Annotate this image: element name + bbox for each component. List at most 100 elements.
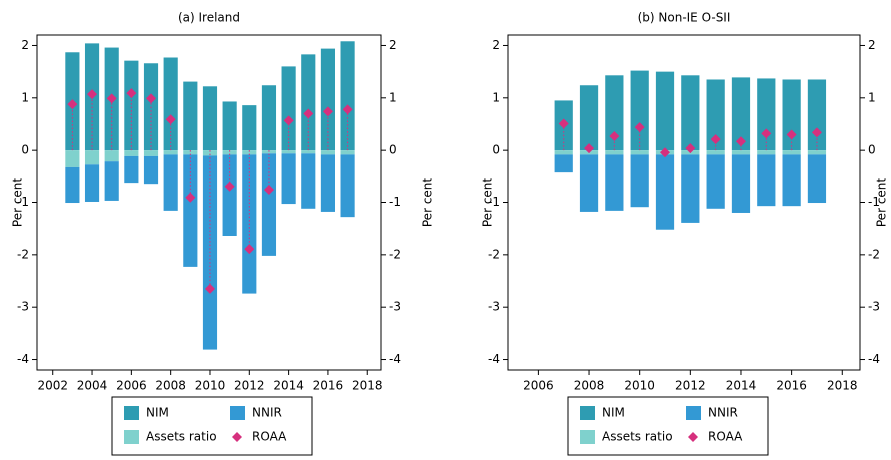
bar-segment xyxy=(320,150,336,155)
roaa-marker xyxy=(634,122,645,133)
y2-tick-label: -1 xyxy=(868,195,880,209)
y-tick-label: 0 xyxy=(492,143,500,157)
bar-segment xyxy=(554,150,573,155)
bar-segment xyxy=(605,154,624,211)
legend-swatch xyxy=(686,406,701,420)
roaa-marker xyxy=(660,147,671,158)
x-tick-label: 2012 xyxy=(234,379,265,393)
roaa-marker xyxy=(126,88,137,99)
y-tick-label: -2 xyxy=(488,247,500,261)
x-tick-label: 2014 xyxy=(273,379,304,393)
roaa-marker xyxy=(106,93,117,104)
legend-frame xyxy=(567,396,769,456)
legend-swatch xyxy=(580,406,595,420)
roaa-marker xyxy=(224,181,235,192)
y-tick-label: 1 xyxy=(21,90,29,104)
y-tick-label: -2 xyxy=(17,247,29,261)
roaa-marker xyxy=(761,128,772,139)
bar-segment xyxy=(807,154,827,204)
roaa-marker xyxy=(185,192,196,203)
bar-segment xyxy=(202,86,218,151)
y2-tick-label: -3 xyxy=(389,300,401,314)
legend-swatch xyxy=(230,406,245,420)
roaa-marker xyxy=(244,244,255,255)
bar-segment xyxy=(281,150,296,154)
y2-tick-label: 1 xyxy=(868,90,876,104)
bar-segment xyxy=(655,71,675,151)
roaa-marker xyxy=(67,99,78,110)
bar-segment xyxy=(782,150,801,155)
bar-segment xyxy=(183,154,198,267)
bar-segment xyxy=(222,154,237,236)
bar-segment xyxy=(757,154,776,207)
y-tick-label: -3 xyxy=(17,300,29,314)
bar-segment xyxy=(222,101,237,151)
bar-segment xyxy=(242,105,257,151)
bar-segment xyxy=(202,150,218,156)
bar-segment xyxy=(731,150,751,155)
roaa-marker xyxy=(685,143,696,154)
bar-segment xyxy=(731,77,751,151)
chart-title: (b) Non-IE O-SII xyxy=(638,11,731,25)
bar-segment xyxy=(630,70,649,151)
roaa-marker xyxy=(322,106,333,117)
roaa-marker xyxy=(558,118,569,129)
roaa-marker xyxy=(263,184,274,195)
y-tick-label: 1 xyxy=(492,90,500,104)
bar-segment xyxy=(320,154,336,212)
x-tick-label: 2012 xyxy=(675,379,706,393)
y-axis-label: Per cent xyxy=(11,178,25,228)
bar-segment xyxy=(281,153,296,205)
bar-segment xyxy=(84,164,100,202)
legend-label: ROAA xyxy=(708,430,743,444)
bar-segment xyxy=(630,154,649,208)
bar-segment xyxy=(261,150,277,154)
y-tick-label: 2 xyxy=(21,38,29,52)
y2-tick-label: -4 xyxy=(389,352,401,366)
bar-segment xyxy=(222,150,237,155)
roaa-marker xyxy=(146,93,157,104)
bar-segment xyxy=(124,150,139,156)
y2-tick-label: 0 xyxy=(868,143,876,157)
y2-tick-label: -2 xyxy=(868,247,880,261)
bar-segment xyxy=(681,75,700,151)
bar-segment xyxy=(340,41,355,151)
x-tick-label: 2014 xyxy=(726,379,757,393)
legend-swatch xyxy=(580,430,595,444)
y2-tick-label: 2 xyxy=(389,38,397,52)
y-tick-label: -1 xyxy=(488,195,500,209)
roaa-marker xyxy=(609,131,620,142)
bar-segment xyxy=(782,154,801,207)
bar-segment xyxy=(579,85,599,151)
roaa-marker xyxy=(87,89,98,100)
y2-tick-label: 2 xyxy=(868,38,876,52)
x-tick-label: 2008 xyxy=(155,379,186,393)
y-tick-label: -4 xyxy=(17,352,29,366)
bar-segment xyxy=(261,85,277,151)
legend-label: NIM xyxy=(602,406,625,420)
bar-segment xyxy=(84,150,100,165)
bar-segment xyxy=(183,81,198,151)
roaa-marker xyxy=(584,143,595,154)
bar-segment xyxy=(320,48,336,151)
x-tick-label: 2010 xyxy=(624,379,655,393)
x-tick-label: 2004 xyxy=(77,379,108,393)
bar-segment xyxy=(340,154,355,218)
bar-segment xyxy=(706,154,725,209)
bar-segment xyxy=(242,150,257,155)
bar-segment xyxy=(301,150,316,154)
legend-label: ROAA xyxy=(252,430,287,444)
bar-segment xyxy=(807,150,827,155)
roaa-marker xyxy=(786,129,797,140)
y2-tick-label: -3 xyxy=(868,300,880,314)
x-tick-label: 2018 xyxy=(827,379,858,393)
x-tick-label: 2008 xyxy=(574,379,605,393)
bar-segment xyxy=(104,161,119,201)
bar-segment xyxy=(340,150,355,155)
bar-segment xyxy=(605,150,624,155)
legend-label: NNIR xyxy=(708,406,738,420)
bar-segment xyxy=(65,166,80,204)
bar-segment xyxy=(124,60,139,151)
x-tick-label: 2006 xyxy=(523,379,554,393)
bar-segment xyxy=(706,79,725,151)
